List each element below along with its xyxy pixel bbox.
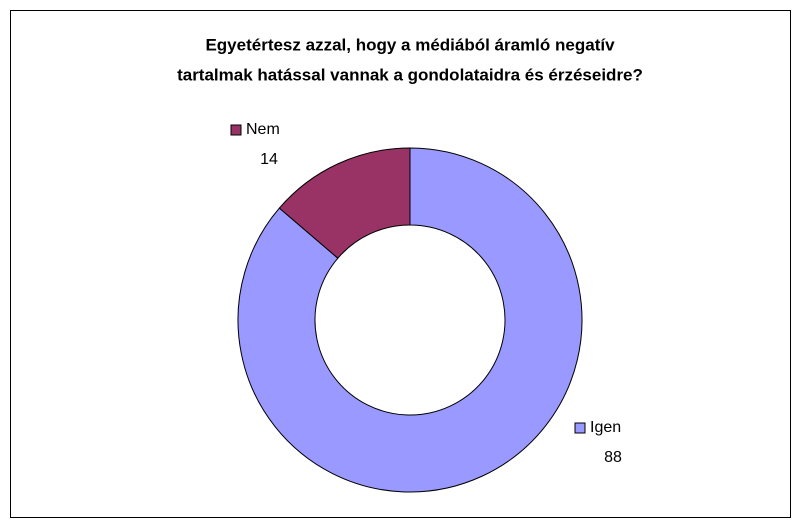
slice-label: Igen (590, 419, 621, 436)
slice-value: 14 (260, 151, 278, 168)
slice-label: Nem (246, 121, 280, 138)
donut-slice (237, 147, 583, 493)
legend-swatch (574, 422, 586, 434)
donut-slice (278, 147, 411, 259)
slice-value: 88 (604, 449, 622, 466)
chart-title: Egyetértesz azzal, hogy a médiából áraml… (205, 35, 615, 54)
chart-title: tartalmak hatással vannak a gondolataidr… (177, 65, 643, 84)
legend-swatch (230, 124, 242, 136)
